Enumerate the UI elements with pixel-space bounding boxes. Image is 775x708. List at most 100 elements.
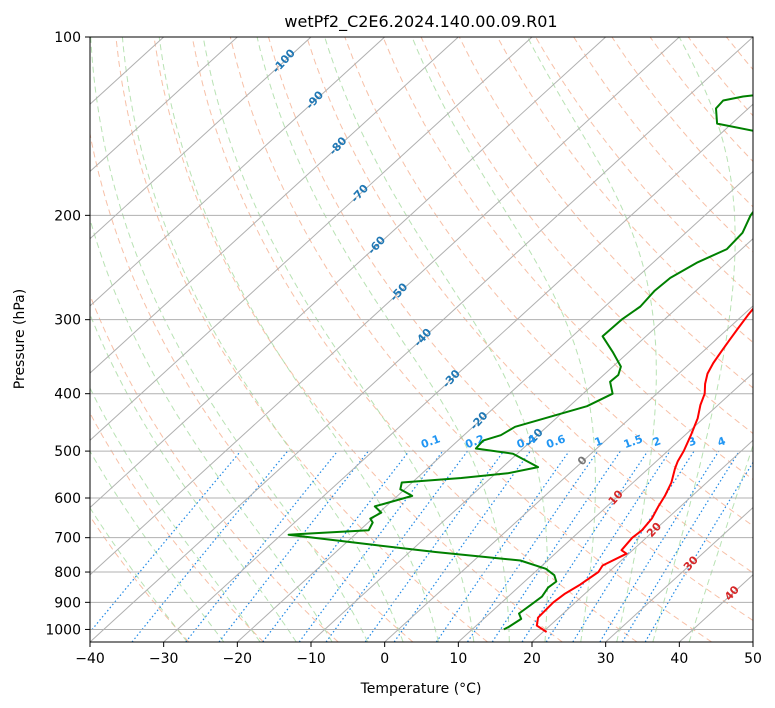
moist-adiabat-line [90,217,333,642]
dry-adiabat-line [765,37,775,642]
x-tick-label: −40 [75,651,105,667]
mixing-ratio-label: 6 [753,434,765,449]
isotherm-line [90,37,386,307]
mixing-ratio-label: 0.1 [419,432,442,451]
isotherm-line [90,37,312,240]
moist-adiabat-line [90,313,297,642]
mixing-ratio-line [325,450,468,642]
x-tick-label: 0 [380,651,389,667]
isotherm-label: -100 [270,46,298,75]
dry-adiabat-line [611,37,753,208]
moist-adiabat-line [90,37,369,642]
mixing-ratio-line [218,450,369,642]
mixing-ratio-line [599,450,720,642]
mixing-ratio-line [131,450,289,642]
sounding-series [287,94,753,633]
y-tick-label: 200 [54,208,81,224]
mixing-ratio-line [185,450,339,642]
x-tick-label: 50 [744,651,762,667]
dry-adiabat-line [420,37,753,435]
y-tick-label: 600 [54,491,81,507]
mixing-ratio-line [364,450,505,642]
mixing-ratio-label: 2 [651,434,663,449]
x-tick-label: 20 [523,651,541,667]
moist-adiabat-line [90,506,188,642]
moist-adiabat-line [90,387,261,642]
dry-adiabat-line [115,37,488,642]
moist-adiabat-line [652,37,736,642]
x-tick-label: 30 [597,651,615,667]
background-lines [90,37,775,642]
dry-adiabat-line [90,515,190,642]
grid [90,37,753,642]
moist-adiabat-line [90,450,225,642]
mixing-ratio-line [435,450,570,642]
x-tick-label: 40 [670,651,688,667]
temperature-line [535,307,753,633]
isotherm-line [90,37,607,509]
x-tick-label: −10 [296,651,326,667]
y-tick-label: 1000 [45,622,81,638]
dry-adiabat-line [649,37,753,163]
mixing-ratio-label: 1.5 [622,432,645,451]
y-tick-label: 800 [54,565,81,581]
plot-frame [89,36,754,643]
isotherm-line [90,37,533,442]
mixing-ratio-line [572,450,695,642]
x-tick-label: −20 [223,651,253,667]
mixing-ratio-line [491,450,621,642]
isotherm-line [752,641,753,642]
isotherm-line [90,37,680,576]
mixing-ratio-label: 4 [716,434,728,449]
mixing-ratio-line [90,450,242,633]
mixing-ratio-line [545,450,671,642]
dry-adiabat-line [153,37,563,642]
dry-adiabat-line [268,37,753,622]
y-axis: 100 200 300 400 500 600 700 800 900 1000 [45,30,90,638]
chart-title: wetPf2_C2E6.2024.140.00.09.R01 [284,12,557,32]
y-axis-label: Pressure (hPa) [12,289,28,389]
x-axis-label: Temperature (°C) [360,681,482,697]
y-tick-label: 500 [54,444,81,460]
moist-adiabat-line [688,444,753,642]
moist-adiabat-line [121,37,404,642]
isotherm-line [310,237,753,642]
dry-adiabat-line [687,37,753,117]
x-axis: −40 −30 −20 −10 0 10 20 30 40 50 [75,642,762,667]
dry-adiabat-line [229,37,712,642]
dry-adiabat-line [191,37,638,642]
mixing-ratio-label: 1 [593,434,605,449]
mixing-ratio-label: 0.6 [544,432,567,451]
moist-adiabat-line [202,37,475,642]
isotherm-line [531,439,753,642]
mixing-ratio-line [262,450,410,642]
y-tick-label: 900 [54,595,81,611]
isotherm-line [384,305,753,642]
mixing-ratio-line [466,450,599,642]
dry-adiabat-line [90,131,414,642]
mixing-ratio-line [621,450,740,642]
dewpoint-line [287,94,753,631]
dry-adiabat-line [496,37,753,344]
isotherm-line [90,37,459,374]
isotherm-line [90,37,238,173]
mixing-ratio-label: 0.2 [463,432,486,451]
dry-adiabat-line [535,37,753,298]
dry-adiabat-line [306,37,753,574]
dry-adiabat-line [90,412,264,642]
moist-adiabat-line [256,37,510,642]
y-tick-label: 700 [54,531,81,547]
x-tick-label: 10 [449,651,467,667]
mixing-ratio-label: 0.4 [515,432,538,451]
mixing-ratio-labels: 0.10.20.40.611.52346810131620253036 [419,432,765,451]
y-tick-label: 100 [54,30,81,46]
y-tick-label: 400 [54,387,81,403]
dry-adiabat-line [382,37,753,481]
moist-adiabat-line [411,37,596,642]
isotherm-line [457,372,753,642]
mixing-ratio-line [521,450,649,642]
isotherm-line [605,506,753,642]
x-tick-label: −30 [149,651,179,667]
